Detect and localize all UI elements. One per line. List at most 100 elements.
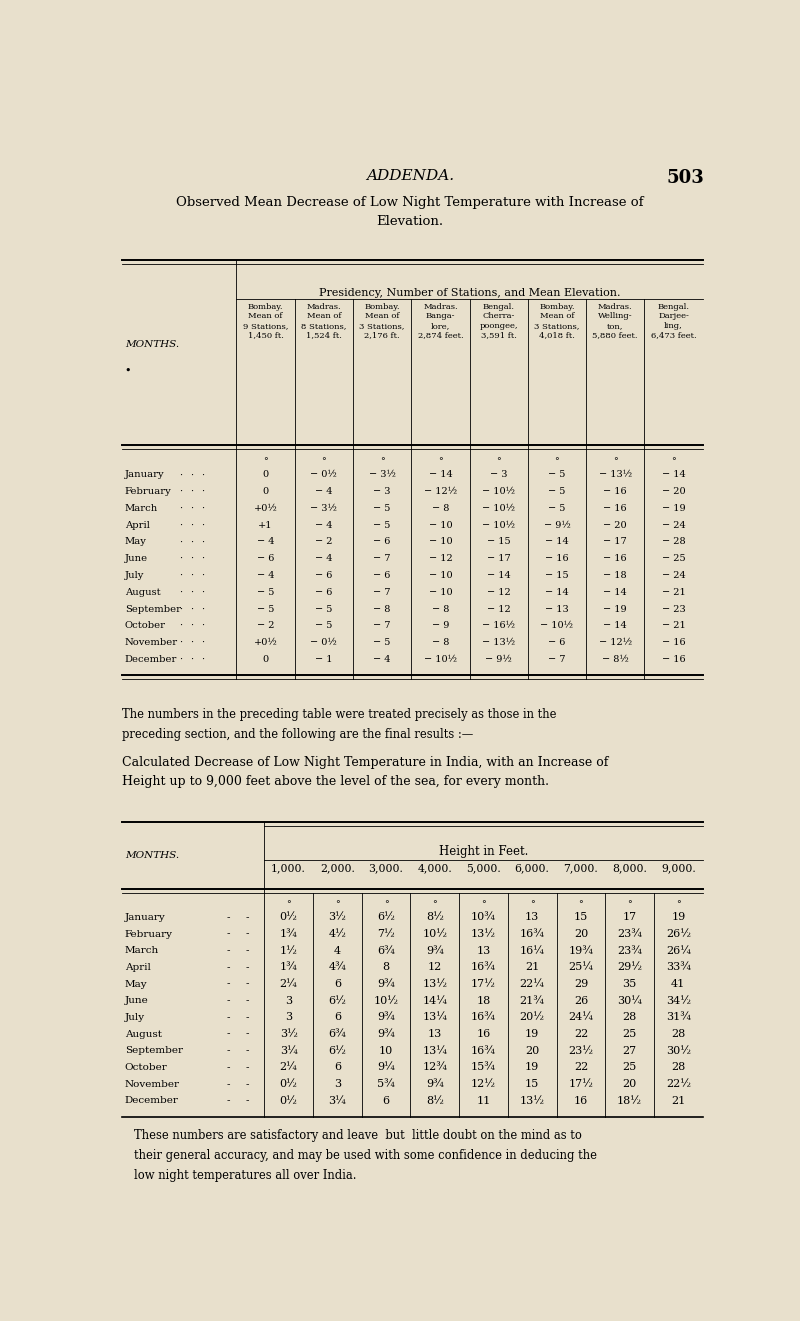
Text: − 0½: − 0½ [310,470,337,480]
Text: − 10½: − 10½ [482,503,515,513]
Text: June: June [125,996,149,1005]
Text: The numbers in the preceding table were treated precisely as those in the
preced: The numbers in the preceding table were … [122,708,556,741]
Text: ·: · [190,487,194,497]
Text: − 17: − 17 [486,555,510,563]
Text: ·: · [179,655,182,664]
Text: ·: · [190,605,194,613]
Text: °: ° [380,457,385,466]
Text: 9¾: 9¾ [377,1012,395,1022]
Text: − 4: − 4 [315,555,333,563]
Text: 6: 6 [334,1062,341,1073]
Text: 29½: 29½ [617,963,642,972]
Text: 3¼: 3¼ [329,1096,346,1106]
Text: 26: 26 [574,996,588,1005]
Text: Observed Mean Decrease of Low Night Temperature with Increase of
Elevation.: Observed Mean Decrease of Low Night Temp… [176,196,644,229]
Text: 22: 22 [574,1062,588,1073]
Text: − 16: − 16 [603,555,627,563]
Text: 4: 4 [334,946,341,955]
Text: 22¼: 22¼ [520,979,545,989]
Text: 3,000.: 3,000. [369,864,403,873]
Text: -: - [245,1046,249,1055]
Text: − 14: − 14 [429,470,452,480]
Text: − 3: − 3 [374,487,391,497]
Text: − 5: − 5 [315,621,333,630]
Text: 19: 19 [525,1062,539,1073]
Text: − 6: − 6 [548,638,566,647]
Text: − 16: − 16 [603,503,627,513]
Text: ·: · [179,621,182,630]
Text: December: December [125,1096,178,1106]
Text: − 5: − 5 [374,503,390,513]
Text: 20: 20 [525,1046,539,1055]
Text: ·: · [202,571,205,580]
Text: 21: 21 [671,1096,686,1106]
Text: 33¾: 33¾ [666,963,690,972]
Text: -: - [226,1029,230,1038]
Text: 12½: 12½ [471,1079,496,1090]
Text: 0: 0 [262,655,269,664]
Text: 12: 12 [428,963,442,972]
Text: − 15: − 15 [487,538,510,547]
Text: January: January [125,470,165,480]
Text: 9¾: 9¾ [377,979,395,989]
Text: April: April [125,963,150,972]
Text: -: - [245,946,249,955]
Text: ·: · [179,588,182,597]
Text: 16¾: 16¾ [471,1046,496,1055]
Text: 2,000.: 2,000. [320,864,354,873]
Text: May: May [125,538,146,547]
Text: − 14: − 14 [545,538,569,547]
Text: 1¾: 1¾ [280,929,298,939]
Text: − 10½: − 10½ [424,655,457,664]
Text: -: - [226,946,230,955]
Text: − 9: − 9 [432,621,449,630]
Text: -: - [245,1063,249,1071]
Text: 19¾: 19¾ [568,946,594,955]
Text: 17½: 17½ [471,979,496,989]
Text: − 5: − 5 [315,605,333,613]
Text: 3½: 3½ [280,1029,298,1040]
Text: − 6: − 6 [374,538,390,547]
Text: 26¼: 26¼ [666,946,690,955]
Text: -: - [226,980,230,988]
Text: − 5: − 5 [548,470,566,480]
Text: 16¾: 16¾ [471,963,496,972]
Text: − 5: − 5 [257,588,274,597]
Text: -: - [245,963,249,972]
Text: October: October [125,1063,167,1071]
Text: Bengal.
Darjee-
ling,
6,473 feet.: Bengal. Darjee- ling, 6,473 feet. [650,303,696,339]
Text: − 16: − 16 [662,638,686,647]
Text: 16¾: 16¾ [471,1012,496,1022]
Text: January: January [125,913,166,922]
Text: ·: · [190,470,194,480]
Text: ·: · [202,638,205,647]
Text: − 9½: − 9½ [543,520,570,530]
Text: − 0½: − 0½ [310,638,337,647]
Text: ADDENDA.: ADDENDA. [366,169,454,182]
Text: -: - [226,1063,230,1071]
Text: − 15: − 15 [545,571,569,580]
Text: °: ° [322,457,326,466]
Text: Madras.
Welling-
ton,
5,880 feet.: Madras. Welling- ton, 5,880 feet. [593,303,638,339]
Text: ·: · [202,588,205,597]
Text: 13¼: 13¼ [422,1012,447,1022]
Text: -: - [226,930,230,938]
Text: 13: 13 [525,913,539,922]
Text: ·: · [202,621,205,630]
Text: − 6: − 6 [315,588,333,597]
Text: 3: 3 [334,1079,341,1090]
Text: 7½: 7½ [377,929,395,939]
Text: -: - [226,913,230,922]
Text: − 6: − 6 [374,571,390,580]
Text: 23¾: 23¾ [617,946,642,955]
Text: 6½: 6½ [377,913,395,922]
Text: ·: · [179,520,182,530]
Text: 19: 19 [525,1029,539,1040]
Text: 30¼: 30¼ [617,996,642,1005]
Text: -: - [245,1096,249,1106]
Text: 6½: 6½ [329,1046,346,1055]
Text: Madras.
Mean of
8 Stations,
1,524 ft.: Madras. Mean of 8 Stations, 1,524 ft. [301,303,346,339]
Text: December: December [125,655,177,664]
Text: − 16: − 16 [603,487,627,497]
Text: 6: 6 [334,1012,341,1022]
